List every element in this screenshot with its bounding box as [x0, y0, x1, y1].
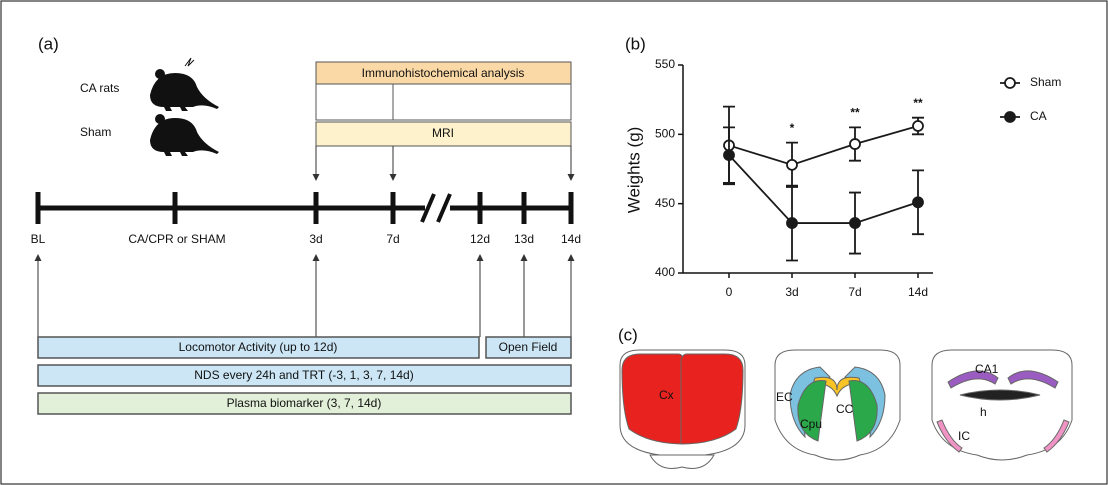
box	[315, 83, 572, 121]
x-tick-label: 14d	[908, 285, 928, 299]
box-label: Immunohistochemical analysis	[362, 66, 525, 80]
box	[37, 364, 572, 387]
y-tick-label: 450	[655, 196, 675, 210]
marker	[786, 217, 798, 229]
box-label: NDS every 24h and TRT (-3, 1, 3, 7, 14d)	[194, 368, 413, 382]
timepoint: 3d	[309, 232, 322, 246]
significance: **	[850, 106, 860, 120]
legend-marker	[1004, 77, 1016, 89]
timepoint: 14d	[561, 232, 581, 246]
rat-icon	[150, 114, 219, 156]
x-tick-label: 0	[726, 285, 733, 299]
region-label: CA1	[975, 362, 999, 376]
series-line	[728, 154, 919, 224]
panel-label: (b)	[625, 34, 646, 53]
box-label: Locomotor Activity (up to 12d)	[179, 340, 338, 354]
timepoint: CA/CPR or SHAM	[128, 232, 225, 246]
legend-label: Sham	[1030, 75, 1061, 89]
brain-schematic	[619, 349, 1073, 469]
x-tick-label: 7d	[848, 285, 861, 299]
y-tick-label: 500	[655, 127, 675, 141]
panel-label: (c)	[618, 325, 638, 344]
x-tick-label: 3d	[785, 285, 798, 299]
y-axis-title: Weights (g)	[624, 127, 643, 214]
legend-marker	[1004, 111, 1016, 123]
bottom-boxes: Locomotor Activity (up to 12d) Open Fiel…	[37, 336, 572, 415]
panel-label: (a)	[38, 34, 59, 53]
region-label: Cx	[659, 388, 674, 402]
legend-label: CA	[1030, 109, 1047, 123]
box-label: Open Field	[499, 340, 558, 354]
marker	[849, 217, 861, 229]
region-label: IC	[958, 429, 970, 443]
chart: 400 450 500 550 0 3d * 7d ** 14d ** Sham CA	[655, 57, 1061, 299]
timepoints: BL CA/CPR or SHAM 3d 7d 12d 13d 14d	[31, 232, 581, 246]
timeline	[35, 192, 574, 224]
rat-icon	[150, 57, 219, 111]
box	[485, 336, 572, 359]
marker	[786, 158, 798, 171]
box-label: MRI	[432, 126, 454, 140]
group-label: Sham	[80, 125, 111, 139]
marker	[912, 120, 924, 132]
box	[315, 121, 572, 147]
region-label: EC	[776, 390, 793, 404]
series-line	[728, 125, 919, 166]
timepoint: BL	[31, 232, 46, 246]
group-label: CA rats	[80, 81, 119, 95]
timepoint: 7d	[386, 232, 399, 246]
region-label: Cpu	[800, 417, 822, 431]
top-boxes: Immunohistochemical analysis MRI	[315, 61, 572, 147]
timepoint: 13d	[514, 232, 534, 246]
arrows	[34, 146, 575, 337]
region-labels: Cx EC CC Cpu CA1 h IC	[659, 362, 999, 443]
y-tick-label: 550	[655, 57, 675, 71]
region-label: h	[980, 405, 987, 419]
marker	[912, 196, 924, 209]
marker	[723, 149, 735, 162]
box	[37, 336, 480, 359]
box	[37, 392, 572, 415]
box-label: Plasma biomarker (3, 7, 14d)	[227, 396, 382, 410]
significance: *	[790, 121, 795, 135]
region-label: CC	[836, 402, 854, 416]
timepoint: 12d	[470, 232, 490, 246]
y-tick-label: 400	[655, 265, 675, 279]
significance: **	[913, 96, 923, 110]
marker	[849, 138, 861, 150]
